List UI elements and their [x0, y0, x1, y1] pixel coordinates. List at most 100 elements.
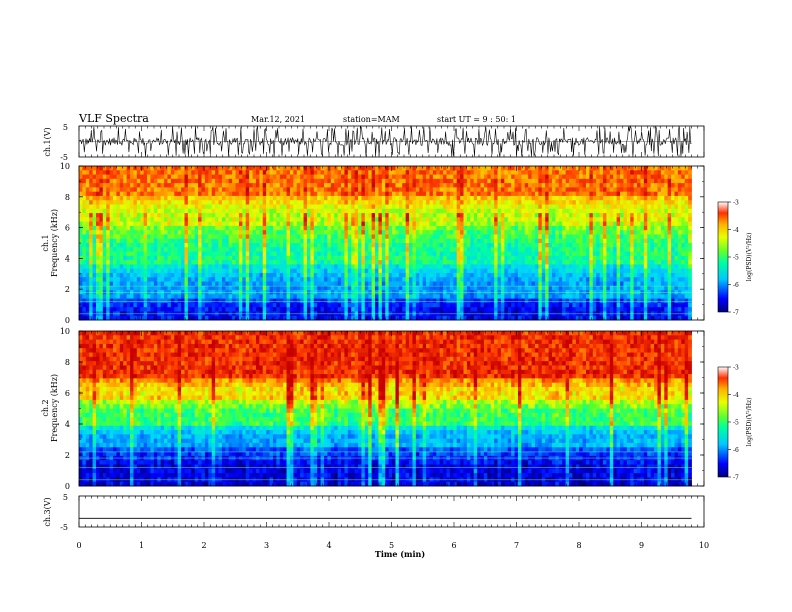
spectrogram-cell [395, 302, 400, 308]
spectrogram-cell [289, 238, 294, 244]
spectrogram-cell [208, 302, 213, 308]
spectrogram-cell [266, 281, 270, 287]
spectrogram-cell [460, 213, 464, 218]
spectrogram-cell [272, 260, 277, 265]
spectrogram-cell [405, 285, 410, 291]
spectrogram-cell [167, 307, 172, 312]
spectrogram-cell [191, 230, 196, 235]
spectrogram-cell [392, 247, 396, 252]
spectrogram-cell [517, 187, 522, 193]
spectrogram-cell [272, 174, 277, 180]
spectrogram-cell [310, 187, 315, 193]
spectrogram-cell [194, 272, 199, 278]
spectrogram-cell [368, 195, 373, 201]
spectrogram-cell [310, 204, 315, 210]
spectrogram-cell [133, 225, 138, 231]
spectrogram-cell [460, 191, 464, 197]
spectrogram-cell [286, 230, 291, 235]
spectrogram-cell [99, 272, 104, 278]
spectrogram-cell [198, 268, 202, 274]
spectrogram-cell [303, 217, 308, 223]
spectrogram-cell [306, 183, 311, 188]
spectrogram-cell [255, 247, 260, 252]
spectrogram-cell [500, 166, 505, 171]
spectrogram-cell [371, 230, 376, 235]
spectrogram-cell [181, 307, 185, 312]
spectrogram-cell [453, 281, 458, 287]
spectrogram-cell [364, 170, 369, 175]
spectrogram-cell [130, 208, 134, 214]
spectrogram-cell [419, 178, 424, 184]
spectrogram-cell [395, 221, 400, 227]
spectrogram-cell [402, 174, 407, 180]
spectrogram-cell [279, 208, 284, 214]
spectrogram-cell [517, 221, 522, 227]
spectrogram-cell [422, 238, 427, 244]
spectrogram-cell [330, 264, 335, 270]
spectrogram-cell [276, 170, 281, 175]
spectrogram-cell [313, 183, 318, 188]
spectrogram-cell [187, 272, 192, 278]
spectrogram-cell [191, 277, 196, 282]
spectrogram-cell [242, 243, 247, 248]
spectrogram-cell [289, 191, 294, 197]
spectrogram-cell [252, 208, 257, 214]
spectrogram-cell [218, 260, 223, 265]
spectrogram-cell [358, 191, 362, 197]
spectrogram-cell [436, 281, 441, 287]
spectrogram-cell [480, 208, 485, 214]
spectrogram-cell [504, 204, 509, 210]
spectrogram-cell [174, 230, 179, 235]
spectrogram-cell [334, 200, 339, 205]
spectrogram-cell [364, 255, 369, 261]
spectrogram-cell [167, 166, 172, 171]
spectrogram-cell [405, 255, 410, 261]
spectrogram-cell [432, 204, 437, 210]
spectrogram-cell [232, 251, 236, 257]
spectrogram-cell [85, 255, 90, 261]
spectrogram-cell [500, 285, 505, 291]
spectrogram-cell [436, 166, 441, 171]
spectrogram-cell [85, 183, 90, 188]
spectrogram-cell [419, 208, 424, 214]
spectrogram-cell [354, 238, 359, 244]
spectrogram-cell [415, 251, 420, 257]
spectrogram-cell [327, 251, 332, 257]
spectrogram-cell [119, 187, 124, 193]
spectrogram-cell [415, 298, 420, 304]
spectrogram-cell [116, 268, 121, 274]
spectrogram-cell [398, 230, 403, 235]
spectrogram-cell [85, 234, 90, 240]
spectrogram-cell [269, 285, 274, 291]
spectrogram-cell [347, 238, 352, 244]
spectrogram-cell [375, 260, 379, 265]
spectrogram-cell [344, 234, 349, 240]
spectrogram-cell [470, 183, 475, 188]
spectrogram-cell [208, 294, 213, 300]
spectrogram-cell [324, 225, 328, 231]
spectrogram-cell [133, 281, 138, 287]
spectrogram-cell [286, 200, 291, 205]
spectrogram-cell [449, 217, 454, 223]
spectrogram-cell [276, 243, 281, 248]
spectrogram-cell [341, 204, 345, 210]
spectrogram-cell [269, 260, 274, 265]
spectrogram-cell [238, 307, 243, 312]
spectrogram-cell [181, 255, 185, 261]
spectrogram-cell [215, 183, 219, 188]
spectrogram-cell [398, 247, 403, 252]
spectrogram-cell [283, 230, 287, 235]
spectrogram-cell [419, 230, 424, 235]
spectrogram-cell [347, 213, 352, 218]
spectrogram-cell [504, 174, 509, 180]
spectrogram-cell [392, 225, 396, 231]
spectrogram-cell [419, 247, 424, 252]
ch1-waveform-path [78, 125, 692, 158]
spectrogram-cell [96, 302, 100, 308]
spectrogram-cell [395, 281, 400, 287]
spectrogram-cell [283, 174, 287, 180]
spectrogram-cell [398, 191, 403, 197]
spectrogram-cell [123, 221, 128, 227]
spectrogram-cell [187, 285, 192, 291]
spectrogram-cell [170, 298, 175, 304]
